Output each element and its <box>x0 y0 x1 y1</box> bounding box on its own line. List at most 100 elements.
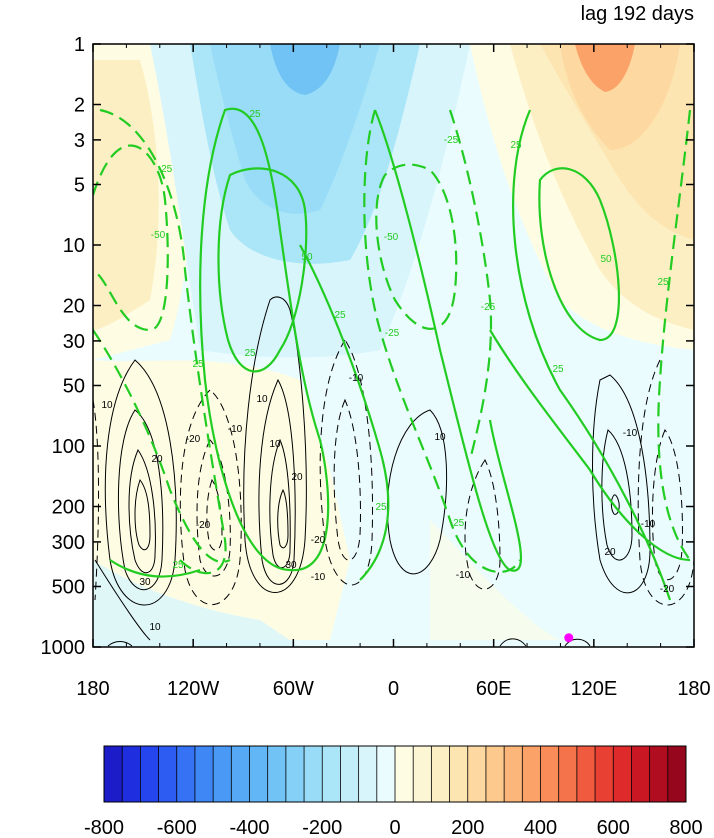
green-contour-positive <box>373 109 523 572</box>
colorbar-box <box>340 746 360 802</box>
colorbar-box <box>413 746 432 802</box>
x-axis: 180 120W 60W 0 60E 120E 180 <box>76 44 711 700</box>
contour-label: -50 <box>151 230 166 241</box>
y-tick-label: 500 <box>52 576 85 598</box>
y-tick-label: 1000 <box>41 637 86 659</box>
contour-label: 10 <box>101 400 113 411</box>
colorbar-box <box>376 746 396 802</box>
contour-label: -10 <box>623 428 638 439</box>
colorbar-label: 400 <box>524 817 557 838</box>
y-tick-label: 30 <box>63 331 85 353</box>
colorbar-frame <box>103 745 687 803</box>
green-contour-positive <box>538 167 620 342</box>
contour-negative <box>637 359 694 606</box>
colorbar-box <box>449 746 469 802</box>
contour-positive <box>104 359 177 606</box>
contour-label: 10 <box>149 622 161 633</box>
x-tick-label: 180 <box>677 678 710 700</box>
contour-label: -10 <box>349 373 364 384</box>
colorbar-label: 800 <box>669 817 702 838</box>
colorbar-box <box>576 746 596 802</box>
contour-positive <box>269 438 291 568</box>
colorbar-box <box>667 746 687 802</box>
contour-positive <box>134 478 151 551</box>
contour-label: 25 <box>552 364 564 375</box>
colorbar-box <box>558 746 578 802</box>
contour-positive <box>277 488 289 549</box>
black-contour-labels: 10 20 30 -10 -20 10 20 30 -10 -20 10 -10… <box>101 373 674 633</box>
contour-label: -25 <box>481 302 496 313</box>
contour-positive <box>107 641 133 647</box>
colorbar-box <box>631 746 651 802</box>
colorbar-label: 200 <box>451 817 484 838</box>
contour-label: -25 <box>385 328 400 339</box>
x-tick-label: 60E <box>476 678 512 700</box>
contour-label: 30 <box>285 560 297 571</box>
green-contour-negative <box>375 163 458 330</box>
green-contour-positive <box>199 107 330 572</box>
green-contour-positive <box>299 244 390 581</box>
colorbar-box <box>304 746 323 802</box>
y-tick-label: 5 <box>74 174 85 196</box>
contour-label: -10 <box>641 519 656 530</box>
colorbar-box <box>504 746 523 802</box>
x-tick-label: 120W <box>167 678 219 700</box>
chart-title: lag 192 days <box>581 3 694 25</box>
colorbar-label: -200 <box>302 817 342 838</box>
colorbar-box <box>194 746 214 802</box>
warm-region-core <box>575 44 635 92</box>
contour-label: 10 <box>269 439 281 450</box>
contour-label: -10 <box>228 424 243 435</box>
colorbar-box <box>613 746 632 802</box>
colorbar: -800 -600 -400 -200 0 200 400 600 800 <box>84 745 703 838</box>
contour-positive <box>386 409 448 575</box>
cool-region-mid-3 <box>210 44 380 214</box>
x-tick-label: 120E <box>570 678 617 700</box>
x-tick-label: 180 <box>76 678 109 700</box>
colorbar-box <box>231 746 250 802</box>
colorbar-label: 600 <box>597 817 630 838</box>
colorbar-box <box>358 746 378 802</box>
green-contour-labels: -25 -50 25 25 50 25 25 -25 -50 -25 25 25… <box>151 109 669 571</box>
contour-label: 20 <box>151 454 163 465</box>
colorbar-box <box>140 746 159 802</box>
colorbar-label: -400 <box>229 817 269 838</box>
green-contour-negative <box>93 329 231 563</box>
contour-label: -10 <box>456 570 471 581</box>
contour-negative <box>179 389 242 606</box>
lower-bands <box>93 350 694 647</box>
y-tick-label: 2 <box>74 95 85 117</box>
contour-negative <box>651 429 683 581</box>
y-tick-label: 3 <box>74 130 85 152</box>
contour-positive <box>601 429 633 561</box>
contour-negative <box>319 339 374 586</box>
y-tick-label: 20 <box>63 296 85 318</box>
contour-positive <box>499 638 527 647</box>
colorbar-box <box>249 746 269 802</box>
colorbar-box <box>267 746 287 802</box>
contour-positive <box>592 374 651 594</box>
colorbar-box <box>467 746 487 802</box>
contour-label: -20 <box>660 584 675 595</box>
contour-label: -20 <box>186 434 201 445</box>
contour-label: 50 <box>301 252 313 263</box>
y-axis: 1 2 3 5 10 20 30 50 100 200 300 500 1000 <box>41 34 694 659</box>
green-contours <box>93 107 692 601</box>
colorbar-box <box>395 746 414 802</box>
contour-label: 10 <box>434 432 446 443</box>
contour-label: 20 <box>291 472 303 483</box>
contour-positive <box>564 638 591 647</box>
contour-label: -25 <box>444 135 459 146</box>
contour-label: 50 <box>600 254 612 265</box>
y-tick-label: 200 <box>52 497 85 519</box>
colorbar-label: 0 <box>389 817 400 838</box>
contour-negative <box>93 399 100 601</box>
green-contour-negative <box>657 109 692 561</box>
colorbar-box <box>176 746 196 802</box>
contour-positive <box>94 559 151 641</box>
x-tick-label: 60W <box>273 678 314 700</box>
contour-label: 30 <box>139 577 151 588</box>
contour-label: 25 <box>244 348 256 359</box>
contour-label: 25 <box>334 310 346 321</box>
x-tick-label: 0 <box>388 678 399 700</box>
